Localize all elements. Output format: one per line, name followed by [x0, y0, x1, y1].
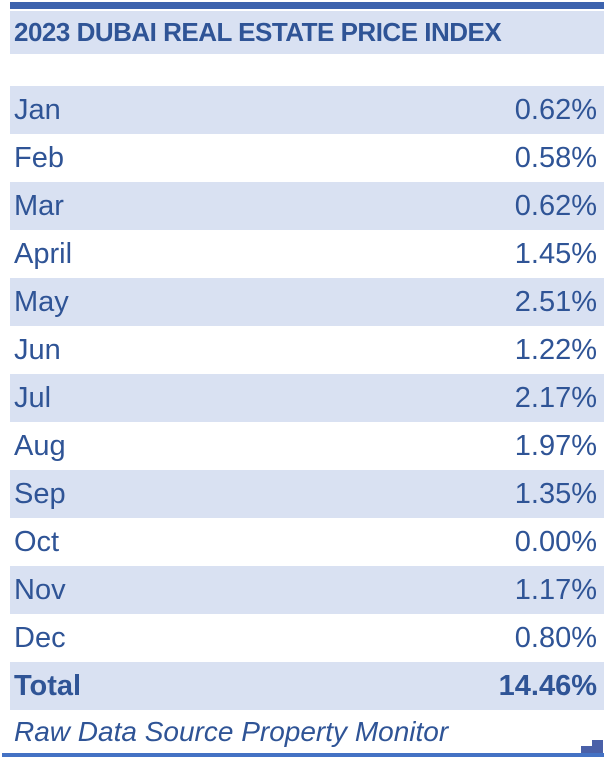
month-value: 0.62%	[514, 189, 597, 222]
month-label: Sep	[14, 477, 66, 510]
table-row: May 2.51%	[10, 278, 604, 326]
month-label: Feb	[14, 141, 64, 174]
month-label: Dec	[14, 621, 66, 654]
table-row: Jul 2.17%	[10, 374, 604, 422]
table-row: Mar 0.62%	[10, 182, 604, 230]
month-value: 1.45%	[514, 237, 597, 270]
table-row: Oct 0.00%	[10, 518, 604, 566]
month-value: 1.17%	[514, 573, 597, 606]
top-accent-bar	[10, 2, 604, 9]
bottom-rule	[2, 753, 604, 757]
step-block-small	[581, 746, 592, 753]
table-row: Aug 1.97%	[10, 422, 604, 470]
total-value: 14.46%	[498, 669, 597, 702]
month-value: 1.22%	[514, 333, 597, 366]
total-label: Total	[14, 669, 82, 702]
month-label: Oct	[14, 525, 60, 558]
table-row: April 1.45%	[10, 230, 604, 278]
month-label: Jul	[14, 381, 52, 414]
month-label: Nov	[14, 573, 66, 606]
total-row: Total 14.46%	[10, 662, 604, 710]
month-label: April	[14, 237, 73, 270]
month-value: 2.51%	[514, 285, 597, 318]
month-label: Jun	[14, 333, 61, 366]
month-value: 1.97%	[514, 429, 597, 462]
month-value: 2.17%	[514, 381, 597, 414]
table-header: 2023 DUBAI REAL ESTATE PRICE INDEX	[10, 11, 604, 54]
source-note: Raw Data Source Property Monitor	[10, 710, 604, 753]
price-table: Jan 0.62% Feb 0.58% Mar 0.62% April 1.45% May 2.5…	[10, 86, 604, 710]
table-row: Jun 1.22%	[10, 326, 604, 374]
table-row: Feb 0.58%	[10, 134, 604, 182]
price-table-rows: Jan 0.62% Feb 0.58% Mar 0.62% April 1.45% May 2.5…	[10, 86, 604, 662]
table-row: Nov 1.17%	[10, 566, 604, 614]
month-label: Jan	[14, 93, 61, 126]
month-label: Aug	[14, 429, 66, 462]
month-value: 0.00%	[514, 525, 597, 558]
page-title: 2023 DUBAI REAL ESTATE PRICE INDEX	[14, 17, 502, 47]
step-block-big	[592, 740, 603, 753]
source-note-text: Raw Data Source Property Monitor	[14, 715, 449, 747]
month-value: 1.35%	[514, 477, 597, 510]
month-label: May	[14, 285, 69, 318]
table-row: Sep 1.35%	[10, 470, 604, 518]
month-value: 0.80%	[514, 621, 597, 654]
step-blocks-icon	[581, 740, 603, 753]
month-value: 0.62%	[514, 93, 597, 126]
month-label: Mar	[14, 189, 64, 222]
month-value: 0.58%	[514, 141, 597, 174]
table-row: Dec 0.80%	[10, 614, 604, 662]
table-row: Jan 0.62%	[10, 86, 604, 134]
